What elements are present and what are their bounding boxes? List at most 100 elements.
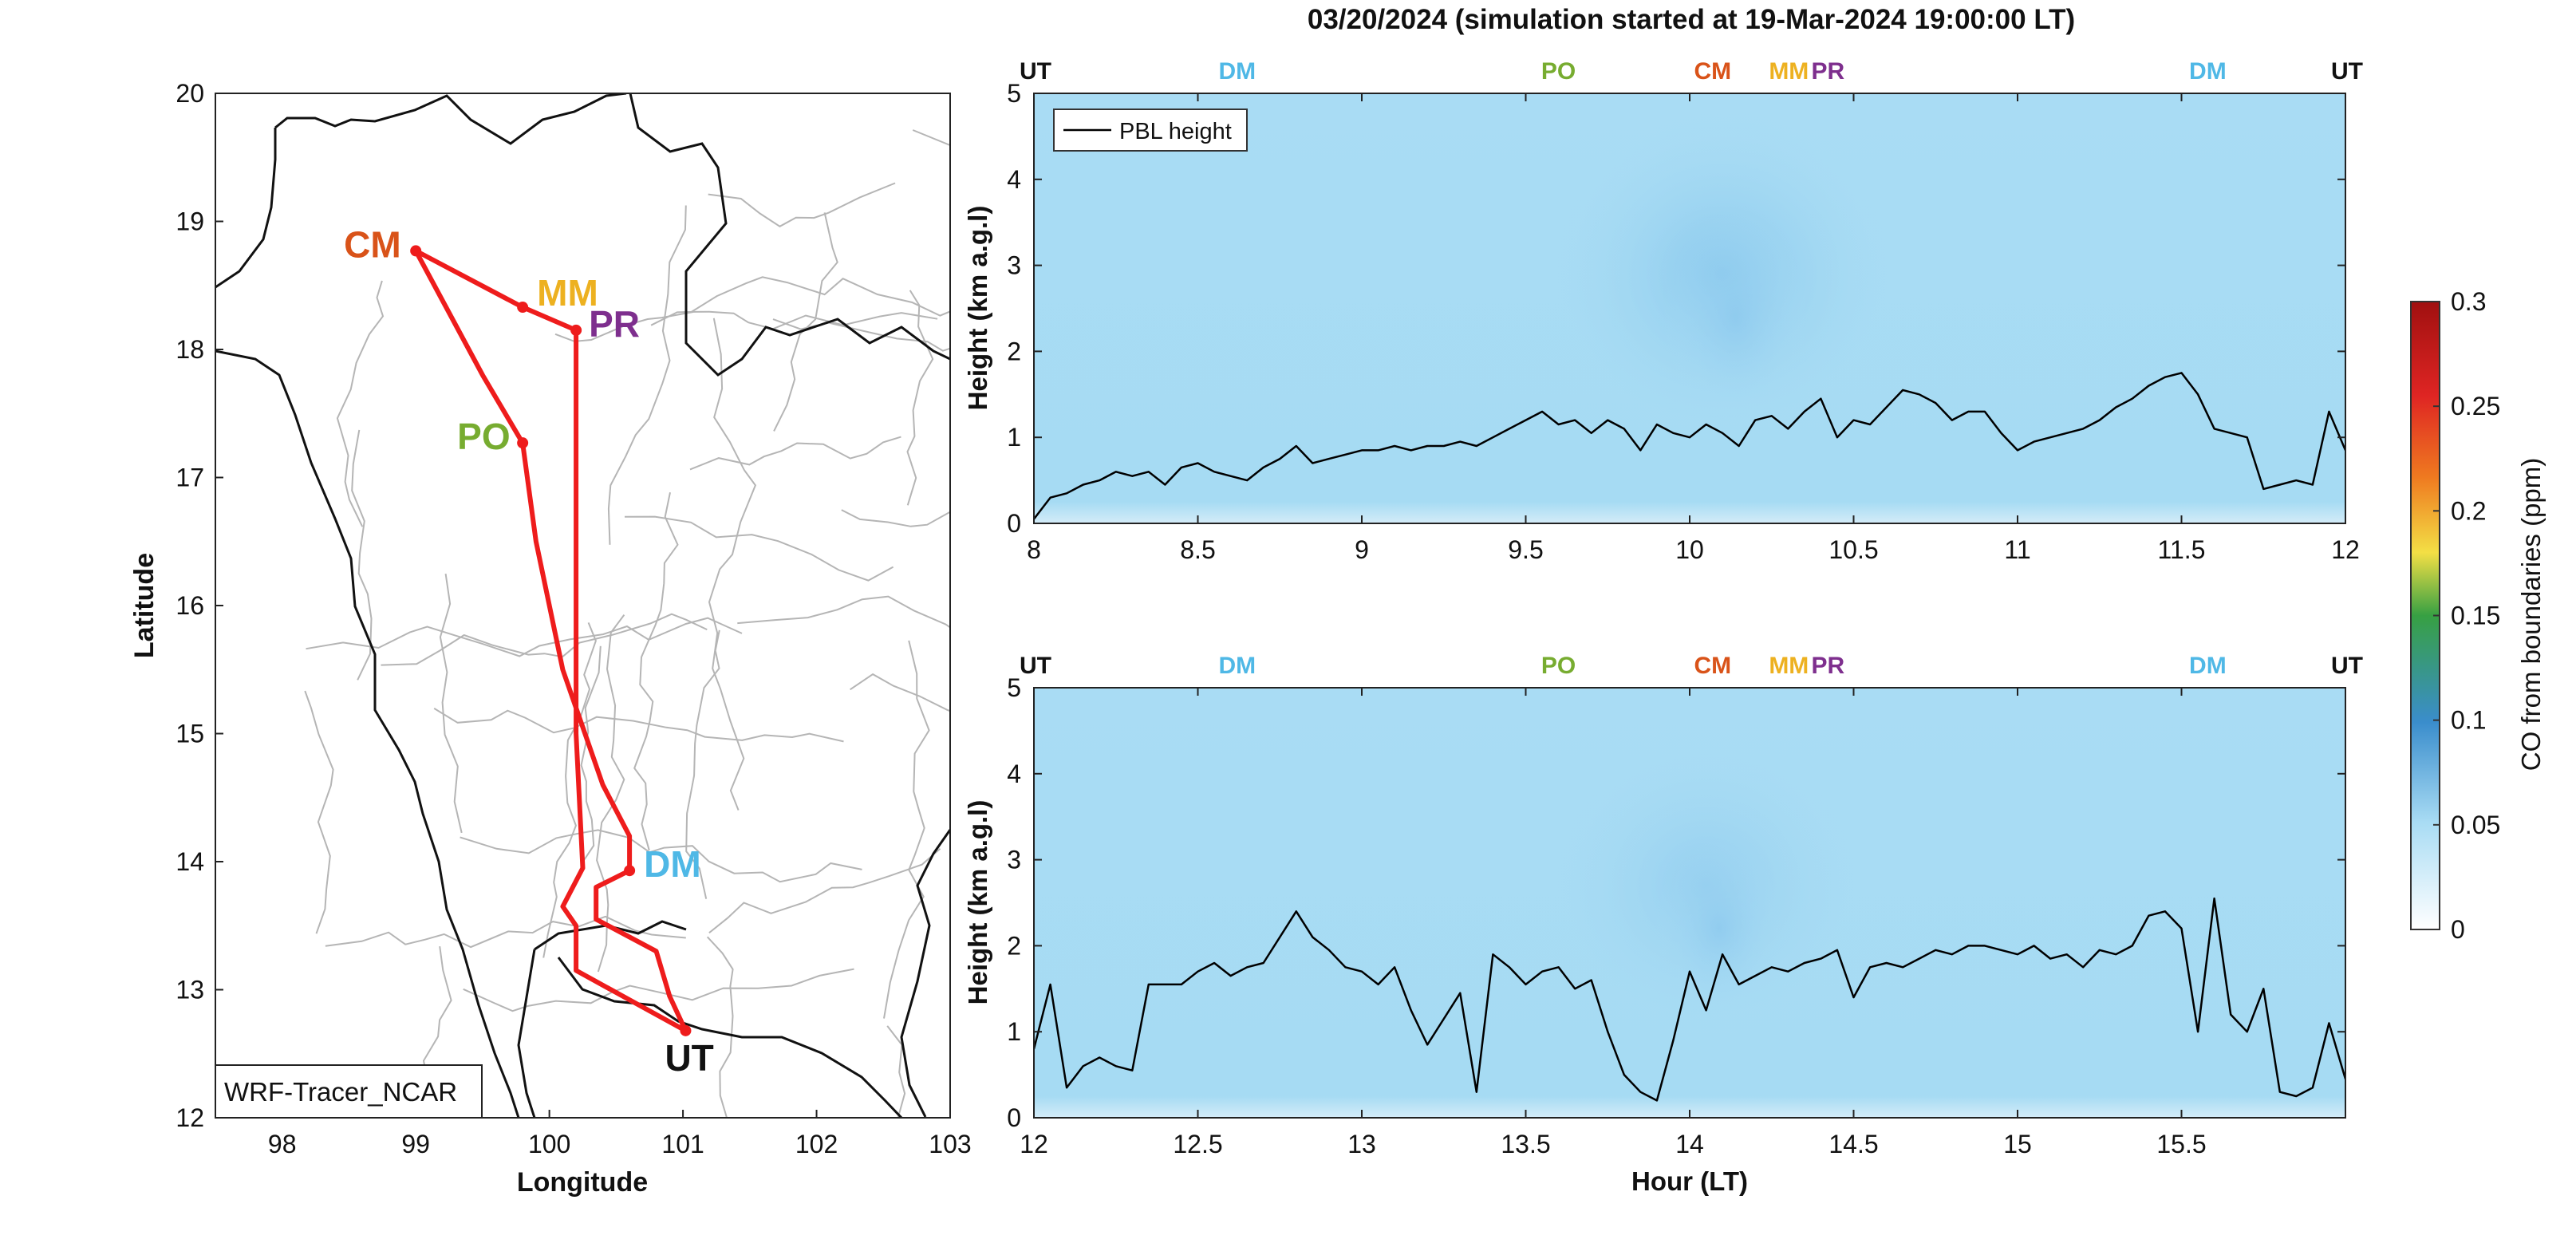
top-station-marker: PO (1541, 653, 1576, 679)
colorbar-tick-label: 0.2 (2451, 496, 2486, 525)
station-point (410, 245, 422, 257)
map-y-tick-label: 16 (176, 591, 204, 620)
top-station-marker: UT (2331, 58, 2363, 85)
top-station-marker: PR (1812, 653, 1845, 679)
province-boundary (381, 613, 708, 666)
colorbar-tick-label: 0.05 (2451, 811, 2500, 839)
y-tick-label: 3 (1007, 846, 1021, 874)
map-x-ticks: 98 99 100 101 102 103 (268, 1110, 972, 1158)
station-label: DM (644, 843, 701, 885)
x-tick-label: 8.5 (1180, 535, 1215, 564)
province-boundary (708, 182, 896, 227)
map-x-tick-label: 102 (795, 1130, 838, 1158)
x-tick-label: 12 (1020, 1130, 1048, 1158)
x-tick-label: 12.5 (1173, 1130, 1222, 1158)
map-x-tick-label: 103 (929, 1130, 971, 1158)
province-boundary (886, 1025, 906, 1118)
map-y-tick-label: 19 (176, 207, 204, 236)
top-station-marker: UT (2331, 653, 2363, 679)
curtain-2-top-markers: UT DM PO CM MM PR DM UT (1020, 653, 2363, 679)
country-borders (215, 93, 950, 1118)
top-station-marker: UT (1020, 58, 1051, 85)
x-tick-label: 9.5 (1508, 535, 1543, 564)
top-station-marker: PO (1541, 58, 1576, 85)
x-tick-label: 15.5 (2156, 1130, 2206, 1158)
y-tick-label: 5 (1007, 673, 1021, 702)
legend: PBL height (1053, 109, 1248, 152)
y-tick-label: 4 (1007, 760, 1021, 788)
station-label: MM (537, 272, 598, 314)
map-x-tick-label: 98 (268, 1130, 297, 1158)
colorbar-tick-label: 0.3 (2451, 287, 2486, 316)
colorbar-tick-label: 0 (2451, 915, 2465, 944)
pbl-height-line-2 (1034, 897, 2345, 1102)
x-tick-label: 12 (2331, 535, 2360, 564)
station-point (517, 302, 529, 314)
curtain-1-ylabel: Height (km a.g.l) (963, 206, 992, 411)
province-boundary (850, 673, 950, 712)
station-label: PR (589, 303, 640, 345)
top-station-marker: MM (1769, 58, 1809, 85)
x-tick-label: 10 (1675, 535, 1704, 564)
province-boundary (439, 573, 463, 834)
province-boundary (607, 205, 687, 545)
map-y-tick-label: 13 (176, 976, 204, 1004)
x-tick-label: 13.5 (1501, 1130, 1550, 1158)
curtain-2-ylabel: Height (km a.g.l) (963, 800, 992, 1005)
map-y-tick-label: 12 (176, 1103, 204, 1132)
curtain-1-x-ticks: 8 8.5 9 9.5 10 10.5 11 11.5 12 (1027, 93, 2360, 564)
y-tick-label: 0 (1007, 509, 1021, 538)
y-tick-label: 0 (1007, 1103, 1021, 1132)
station-point (680, 1024, 692, 1036)
map-y-tick-label: 15 (176, 720, 204, 748)
x-tick-label: 14.5 (1828, 1130, 1878, 1158)
province-boundary (580, 645, 602, 862)
colorbar-label: CO from boundaries (ppm) (2516, 458, 2546, 771)
pbl-height-line-1 (1034, 372, 2345, 520)
y-tick-label: 5 (1007, 79, 1021, 108)
station-point (570, 324, 582, 336)
curtain-2-xlabel: Hour (LT) (1631, 1166, 1748, 1196)
top-station-marker: PR (1812, 58, 1845, 85)
x-tick-label: 14 (1675, 1130, 1704, 1158)
x-tick-label: 9 (1355, 535, 1369, 564)
province-boundary (433, 708, 844, 743)
province-boundary (706, 936, 734, 1118)
province-boundary (633, 491, 679, 851)
map-background (215, 93, 950, 1118)
y-tick-label: 1 (1007, 1017, 1021, 1046)
curtain-2-y-ticks: 0 1 2 3 4 5 (1007, 673, 2345, 1132)
map-y-tick-label: 18 (176, 335, 204, 364)
top-station-marker: DM (1218, 58, 1256, 85)
curtain-1-y-ticks: 0 1 2 3 4 5 (1007, 79, 2345, 538)
top-station-marker: CM (1694, 653, 1731, 679)
top-station-marker: CM (1694, 58, 1731, 85)
inset-label: WRF-Tracer_NCAR (224, 1077, 457, 1107)
province-boundary (773, 212, 838, 432)
colorbar-tick-label: 0.25 (2451, 392, 2500, 420)
x-tick-label: 13 (1347, 1130, 1376, 1158)
figure-title: 03/20/2024 (simulation started at 19-Mar… (1308, 4, 2075, 35)
co-field-2-structure (1034, 733, 2345, 1102)
province-boundary (685, 629, 720, 899)
province-boundaries (304, 129, 950, 1118)
station-label: PO (457, 416, 510, 457)
y-tick-label: 3 (1007, 251, 1021, 280)
province-boundary (906, 290, 934, 506)
colorbar-tick-label: 0.1 (2451, 706, 2486, 735)
province-boundary (737, 595, 950, 629)
y-tick-label: 4 (1007, 165, 1021, 194)
province-boundary (463, 968, 854, 1012)
y-tick-label: 2 (1007, 931, 1021, 960)
top-station-marker: UT (1020, 653, 1051, 679)
province-boundary (306, 617, 743, 657)
map-y-tick-label: 14 (176, 847, 204, 876)
province-boundary (708, 318, 757, 811)
map-x-tick-label: 100 (528, 1130, 570, 1158)
y-tick-label: 1 (1007, 423, 1021, 452)
